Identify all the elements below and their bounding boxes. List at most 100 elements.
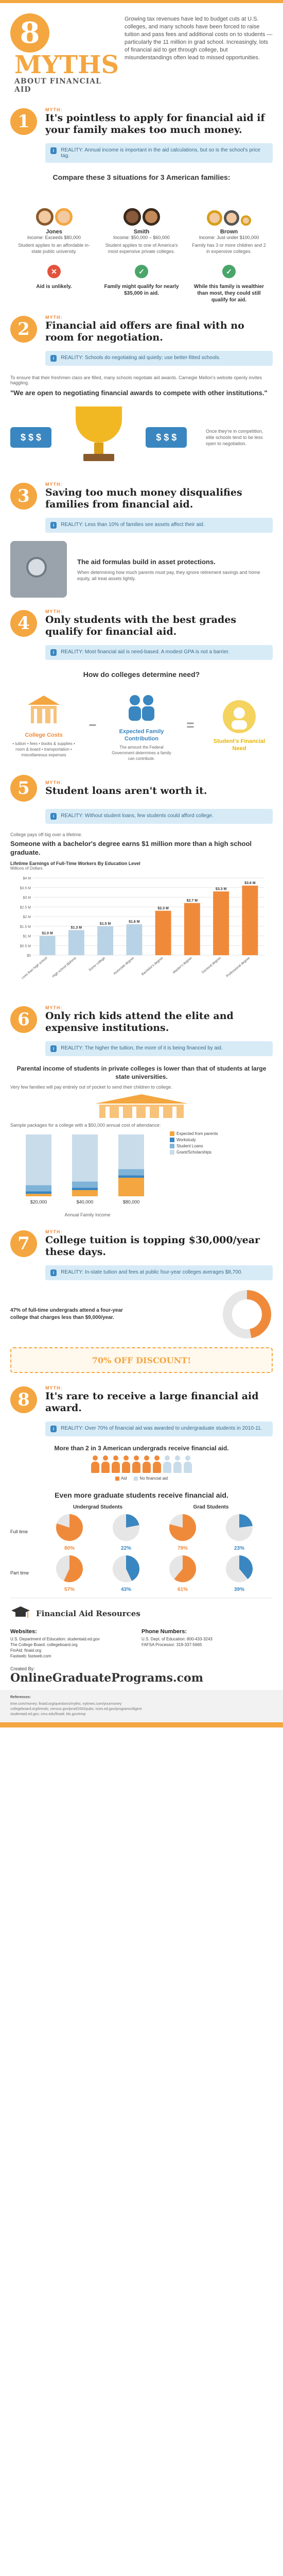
- hero-subtitle: ABOUT FINANCIAL AID: [14, 77, 101, 94]
- reality-pill: i: [50, 649, 57, 656]
- chart-title: Lifetime Earnings of Full-Time Workers B…: [10, 861, 140, 866]
- pie-chart: [113, 1514, 139, 1541]
- bar: [68, 930, 84, 955]
- bar-segment: [72, 1134, 98, 1182]
- website-link[interactable]: The College Board: collegeboard.org: [10, 1642, 78, 1647]
- reference-line: collegeboard.org/trends; census.gov/prod…: [10, 1707, 142, 1711]
- pie-slice: [239, 1514, 253, 1528]
- trophy-icon: [70, 406, 127, 468]
- myth-number: 4: [10, 610, 37, 637]
- person-icon: [101, 1455, 110, 1473]
- hero: 8 MYTHS ABOUT FINANCIAL AID Growing tax …: [0, 0, 283, 99]
- people-icons: [10, 1455, 273, 1473]
- bar-value-label: $2.3 M: [157, 907, 169, 910]
- bar-segment: [72, 1190, 98, 1196]
- website-link[interactable]: U.S. Department of Education: studentaid…: [10, 1637, 100, 1641]
- reality-text: REALITY: The higher the tuition, the mor…: [61, 1045, 223, 1051]
- education-heading: Someone with a bachelor's degree earns $…: [10, 840, 252, 856]
- y-tick-label: $1.5 M: [20, 925, 31, 929]
- aid-package-chart: $20,000 $40,000 $80,000: [26, 1134, 144, 1205]
- college-building-icon: [10, 1093, 273, 1119]
- y-tick-label: $1 M: [23, 935, 31, 939]
- bar-value-label: $3.6 M: [244, 882, 256, 885]
- formula-label: Expected Family Contribution: [119, 728, 164, 742]
- pie-slice: [239, 1555, 253, 1580]
- website-link[interactable]: FinAid: finaid.org: [10, 1648, 42, 1653]
- created-by: Created By: OnlineGraduatePrograms.com: [0, 1664, 283, 1690]
- discount-ticket: 70% OFF DISCOUNT!: [10, 1347, 273, 1373]
- reality-pill: i: [50, 355, 57, 362]
- reality-box: i REALITY: Annual income is important in…: [45, 143, 273, 163]
- reality-text: REALITY: Less than 10% of families see a…: [61, 522, 205, 528]
- formula-efc: Expected Family Contribution The amount …: [108, 689, 175, 761]
- bar: [242, 886, 258, 955]
- family-illustration: [15, 190, 93, 226]
- pie-cell: 79%: [154, 1512, 211, 1551]
- references-title: References:: [10, 1696, 31, 1699]
- family-desc: Student applies to one of America's most…: [105, 243, 178, 254]
- pie-chart: [56, 1555, 83, 1582]
- parent-body: Very few families will pay entirely out …: [10, 1084, 172, 1090]
- family-name: Jones: [46, 229, 62, 235]
- bar-segment: [26, 1194, 51, 1196]
- bar: [184, 903, 200, 955]
- myth-title: Student loans aren't worth it.: [45, 785, 207, 796]
- family-name: Smith: [133, 229, 150, 235]
- compare-title: Compare these 3 situations for 3 America…: [52, 173, 231, 181]
- bar-segment: [26, 1185, 51, 1192]
- reality-text: REALITY: Annual income is important in t…: [61, 147, 260, 159]
- reality-text: REALITY: In-state tuition and fees at pu…: [61, 1269, 243, 1275]
- created-site[interactable]: OnlineGraduatePrograms.com: [10, 1671, 203, 1685]
- pie-slice: [169, 1514, 196, 1541]
- assets-body: When determining how much parents must p…: [77, 569, 260, 581]
- pie-cell: 39%: [211, 1553, 268, 1592]
- money-sign-icon: $ $ $: [146, 427, 187, 448]
- negotiate-pre: To ensure that their freshmen class are …: [10, 375, 262, 385]
- myth-label: MYTH:: [45, 1005, 63, 1010]
- category-label: Doctoral degree: [201, 956, 222, 974]
- hero-title: MYTHS ABOUT FINANCIAL AID: [14, 53, 119, 94]
- category-label: High school diploma: [51, 956, 77, 978]
- family-income: Income: Just under $100,000: [199, 235, 259, 240]
- family-income: Income: Exceeds $80,000: [27, 235, 81, 240]
- bar: [213, 891, 229, 955]
- phones-title: Phone Numbers:: [142, 1629, 187, 1635]
- pies-heading: Even more graduate students receive fina…: [55, 1491, 228, 1499]
- trophy-row: $ $ $ $ $ $ Once they're in competition,…: [0, 401, 283, 473]
- myth-label: MYTH:: [45, 609, 63, 614]
- pie-chart: [113, 1555, 140, 1582]
- family-verdict: Family might qualify for nearly $35,000 …: [104, 284, 179, 296]
- pie-slice: [174, 1555, 196, 1582]
- myth-4: 4 MYTH: Only students with the best grad…: [0, 601, 283, 641]
- person-icon: [112, 1455, 120, 1473]
- hero-intro: Growing tax revenues have led to budget …: [125, 16, 273, 61]
- references: References: time.com/money; finaid.org/q…: [0, 1690, 283, 1722]
- pies-row-fulltime: Full time 80% 22% 79% 23%: [10, 1512, 273, 1551]
- hero-title-block: 8 MYTHS ABOUT FINANCIAL AID: [10, 13, 119, 94]
- chart-subtitle: Millions of Dollars: [10, 866, 43, 871]
- need-formula: College Costs • tuition • fees • books &…: [0, 684, 283, 767]
- myth-label: MYTH:: [45, 1385, 63, 1391]
- assets-block: The aid formulas build in asset protecti…: [0, 538, 283, 601]
- legend-item: Workstudy: [170, 1138, 218, 1142]
- contacts: Websites: U.S. Department of Education: …: [0, 1624, 283, 1664]
- education-pre: College pays off big over a lifetime.: [10, 832, 82, 837]
- bar-value-label: $1.3 M: [71, 926, 82, 929]
- family-income: Income: $50,000 – $60,000: [113, 235, 170, 240]
- phones-col: Phone Numbers: U.S. Dept. of Education: …: [142, 1629, 273, 1659]
- myth-2: 2 MYTH: Financial aid offers are final w…: [0, 307, 283, 347]
- myth-title: Financial aid offers are final with no r…: [45, 320, 244, 343]
- pie-cell: 61%: [154, 1553, 211, 1592]
- website-link[interactable]: Fastweb: fastweb.com: [10, 1654, 51, 1658]
- myth-8: 8 MYTH: It's rare to receive a large fin…: [0, 1377, 283, 1417]
- reality-text: REALITY: Schools do negotiating aid quie…: [61, 355, 221, 361]
- reality-pill: i: [50, 1426, 57, 1432]
- minus-sign: −: [89, 717, 97, 733]
- myth-7: 7 MYTH: College tuition is topping $30,0…: [0, 1221, 283, 1261]
- y-tick-label: $3.5 M: [20, 887, 31, 890]
- pies-row-label: Full time: [10, 1529, 28, 1534]
- pie-slice: [126, 1514, 139, 1528]
- phone-number: FAFSA Processor: 319-337-5665: [142, 1642, 202, 1647]
- pie-chart: [226, 1514, 253, 1541]
- pies-block: Even more graduate students receive fina…: [0, 1484, 283, 1595]
